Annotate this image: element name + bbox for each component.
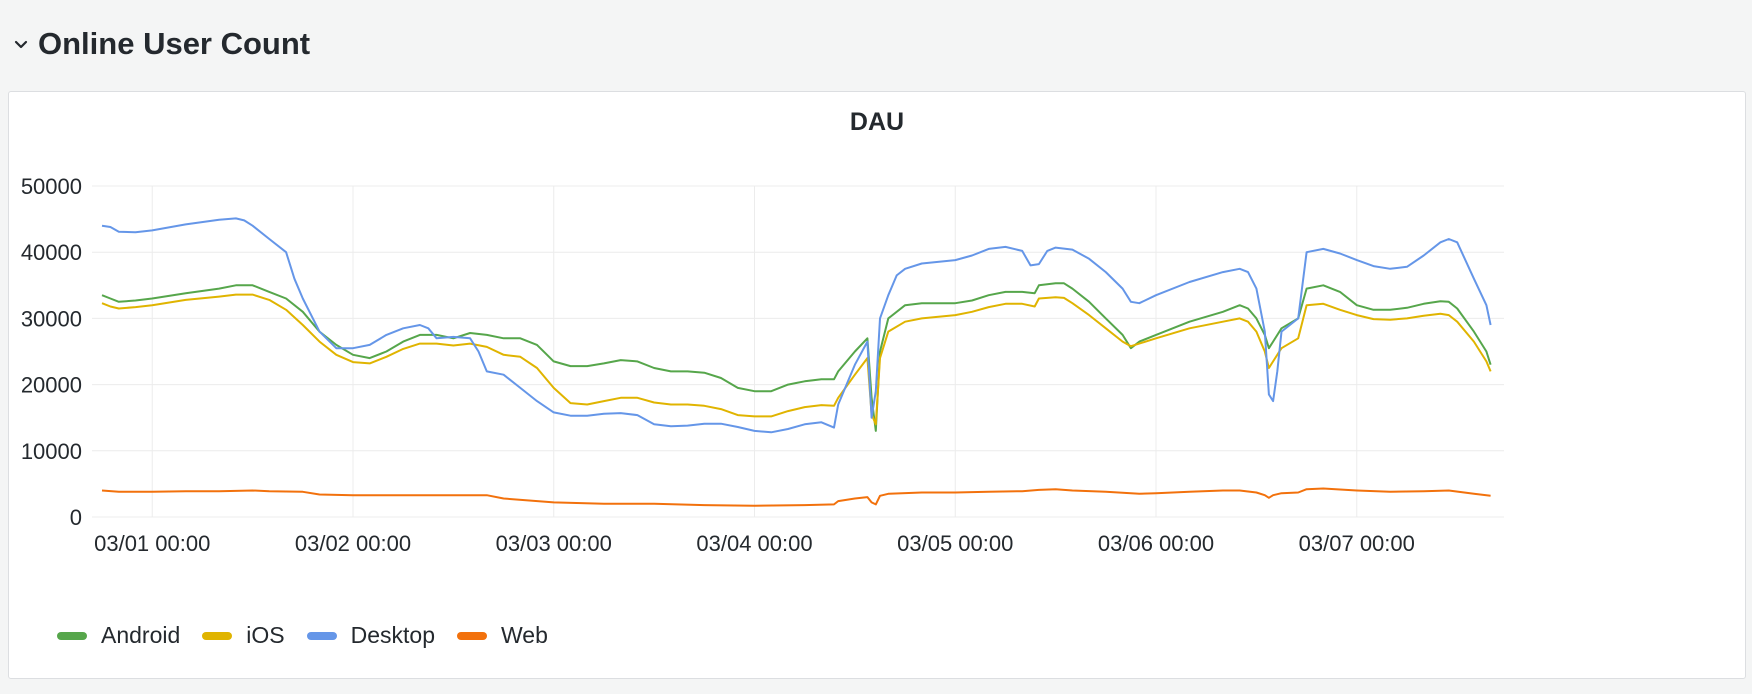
y-tick-label: 50000 <box>21 174 82 199</box>
x-tick-label: 03/07 00:00 <box>1299 531 1415 556</box>
series-line-desktop <box>101 217 1492 434</box>
legend-item-android[interactable]: Android <box>57 622 180 649</box>
y-tick-label: 40000 <box>21 240 82 265</box>
x-tick-label: 03/01 00:00 <box>94 531 210 556</box>
legend-item-web[interactable]: Web <box>457 622 548 649</box>
dau-panel: DAU 0 10000 20000 30000 40000 50000 03/01 00:0… <box>8 91 1746 679</box>
legend-label: iOS <box>246 622 285 648</box>
panel-title[interactable]: DAU <box>849 108 905 136</box>
y-tick-label: 10000 <box>21 439 82 464</box>
legend-item-ios[interactable]: iOS <box>202 622 285 649</box>
x-tick-label: 03/05 00:00 <box>897 531 1013 556</box>
legend-label: Web <box>501 622 548 648</box>
y-tick-label: 0 <box>70 505 82 530</box>
chart-legend: Android iOS Desktop Web <box>57 622 548 649</box>
x-tick-label: 03/04 00:00 <box>696 531 812 556</box>
legend-swatch <box>202 631 233 640</box>
x-tick-label: 03/03 00:00 <box>496 531 612 556</box>
legend-label: Android <box>101 622 181 648</box>
x-tick-label: 03/02 00:00 <box>295 531 411 556</box>
x-tick-label: 03/06 00:00 <box>1098 531 1214 556</box>
legend-item-desktop[interactable]: Desktop <box>306 622 435 649</box>
chevron-down-icon[interactable] <box>12 35 30 53</box>
y-tick-label: 30000 <box>21 306 82 331</box>
legend-swatch <box>457 631 487 640</box>
legend-swatch <box>57 631 87 640</box>
series-line-android <box>101 282 1492 432</box>
legend-swatch <box>306 631 337 640</box>
row-title: Online User Count <box>38 26 311 61</box>
dau-line-chart: 0 10000 20000 30000 40000 50000 03/01 00:00 03/… <box>21 174 1504 556</box>
series-line-web <box>101 487 1491 507</box>
row-header[interactable]: Online User Count <box>12 22 310 66</box>
y-tick-label: 20000 <box>21 373 82 398</box>
legend-label: Desktop <box>350 622 435 648</box>
